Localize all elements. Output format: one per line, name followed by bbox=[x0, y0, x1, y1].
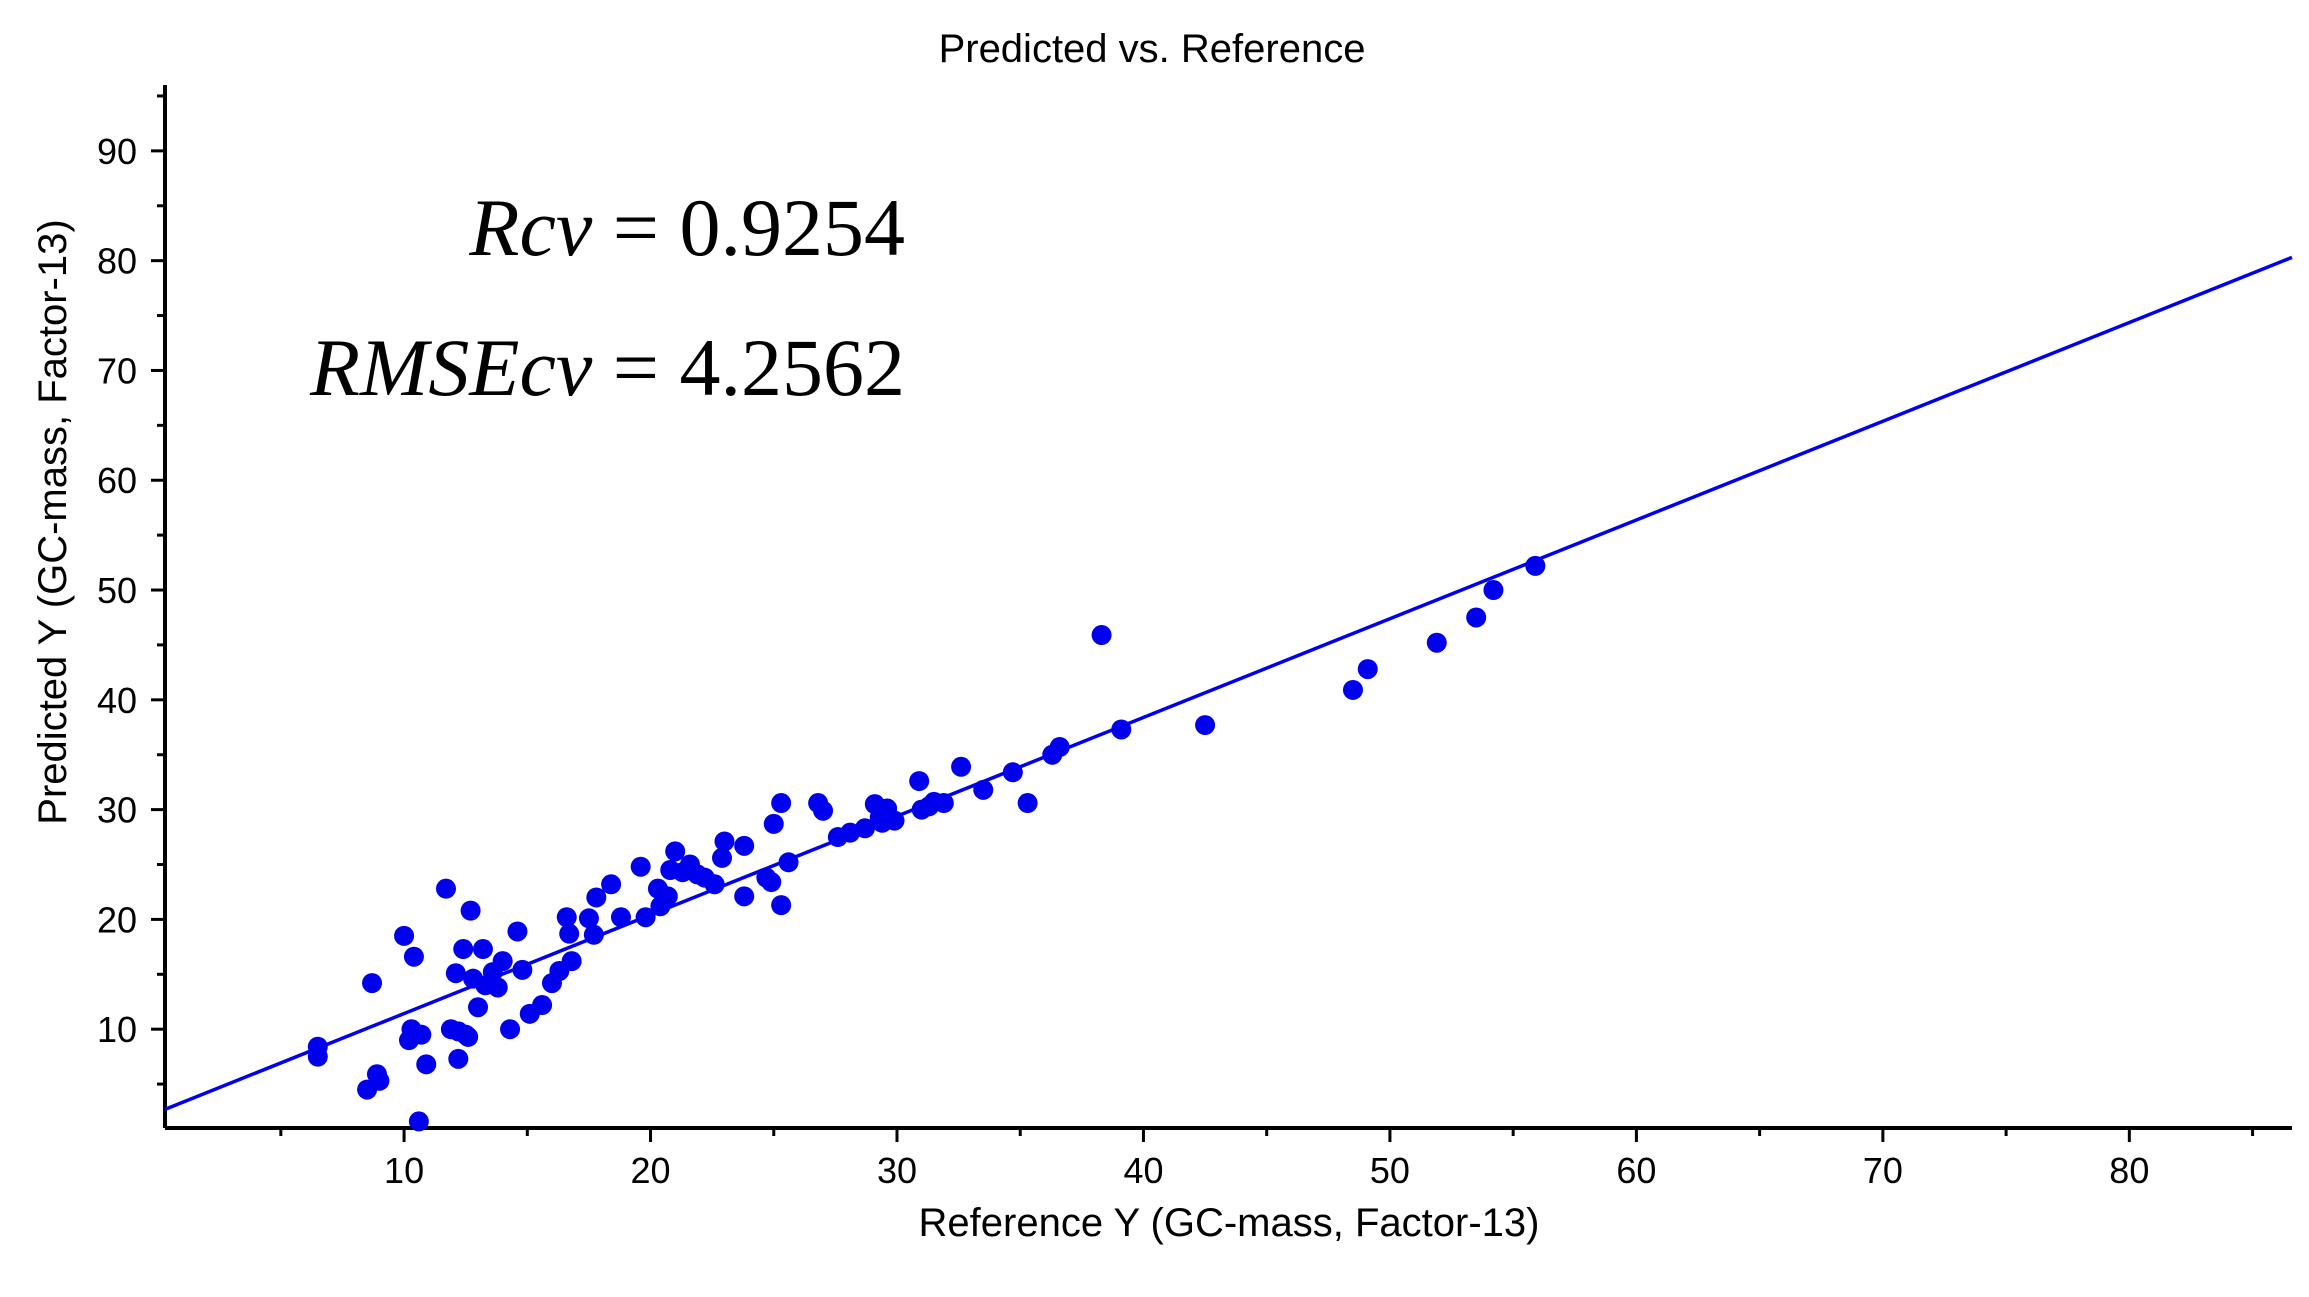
data-point bbox=[854, 818, 875, 839]
data-point bbox=[578, 908, 599, 929]
x-tick-label: 10 bbox=[384, 1150, 424, 1191]
data-point bbox=[1017, 793, 1038, 814]
y-tick-label: 90 bbox=[97, 131, 137, 172]
data-point bbox=[394, 925, 415, 946]
data-point bbox=[458, 1026, 479, 1047]
data-point bbox=[492, 951, 513, 972]
data-point bbox=[635, 907, 656, 928]
data-point bbox=[973, 779, 994, 800]
x-tick-label: 70 bbox=[1863, 1150, 1903, 1191]
data-point bbox=[487, 977, 508, 998]
data-point bbox=[778, 852, 799, 873]
x-tick-label: 20 bbox=[631, 1150, 671, 1191]
data-point bbox=[532, 995, 553, 1016]
data-point bbox=[586, 887, 607, 908]
data-point bbox=[448, 1048, 469, 1069]
data-point bbox=[1357, 659, 1378, 680]
data-point bbox=[408, 1111, 429, 1132]
data-point bbox=[369, 1070, 390, 1091]
data-point bbox=[1091, 625, 1112, 646]
data-point bbox=[1111, 719, 1132, 740]
data-point bbox=[460, 900, 481, 921]
rmsecv-annotation: RMSEcv = 4.2562 bbox=[309, 322, 905, 413]
data-point bbox=[362, 973, 383, 994]
data-point bbox=[665, 841, 686, 862]
x-tick-label: 50 bbox=[1370, 1150, 1410, 1191]
y-tick-label: 40 bbox=[97, 680, 137, 721]
y-tick-label: 60 bbox=[97, 460, 137, 501]
data-point bbox=[435, 878, 456, 899]
data-point bbox=[734, 835, 755, 856]
data-point bbox=[712, 847, 733, 868]
y-tick-label: 20 bbox=[97, 899, 137, 940]
y-tick-label: 50 bbox=[97, 570, 137, 611]
data-point bbox=[403, 946, 424, 967]
data-point bbox=[909, 771, 930, 792]
data-point bbox=[500, 1019, 521, 1040]
data-point bbox=[411, 1024, 432, 1045]
data-point bbox=[951, 756, 972, 777]
data-point bbox=[556, 907, 577, 928]
data-point bbox=[610, 907, 631, 928]
rcv-annotation: Rcv = 0.9254 bbox=[468, 182, 905, 273]
data-point bbox=[559, 923, 580, 944]
data-points bbox=[307, 555, 1546, 1132]
x-tick-label: 30 bbox=[877, 1150, 917, 1191]
data-point bbox=[583, 924, 604, 945]
data-point bbox=[1002, 762, 1023, 783]
data-point bbox=[884, 810, 905, 831]
data-point bbox=[630, 856, 651, 877]
y-tick-label: 10 bbox=[97, 1009, 137, 1050]
y-tick-label: 70 bbox=[97, 350, 137, 391]
data-point bbox=[771, 793, 792, 814]
data-point bbox=[933, 793, 954, 814]
rcv-value: 0.9254 bbox=[680, 182, 906, 273]
data-point bbox=[416, 1054, 437, 1075]
y-axis: 10 20 30 40 50 60 70 80 90 bbox=[97, 85, 167, 1128]
data-point bbox=[657, 886, 678, 907]
data-point bbox=[445, 963, 466, 984]
x-axis: 10 20 30 40 50 60 70 80 bbox=[165, 1126, 2292, 1191]
data-point bbox=[714, 831, 735, 852]
data-point bbox=[561, 951, 582, 972]
data-point bbox=[468, 997, 489, 1018]
chart-title: Predicted vs. Reference bbox=[939, 27, 1366, 71]
data-point bbox=[1195, 715, 1216, 736]
data-point bbox=[1483, 580, 1504, 601]
data-point bbox=[704, 874, 725, 895]
y-axis-label: Predicted Y (GC-mass, Factor-13) bbox=[31, 219, 75, 824]
data-point bbox=[453, 939, 474, 960]
data-point bbox=[813, 800, 834, 821]
data-point bbox=[763, 813, 784, 834]
data-point bbox=[734, 886, 755, 907]
data-point bbox=[1525, 555, 1546, 576]
data-point bbox=[307, 1046, 328, 1067]
x-axis-label: Reference Y (GC-mass, Factor-13) bbox=[919, 1201, 1540, 1245]
data-point bbox=[601, 874, 622, 895]
data-point bbox=[1466, 607, 1487, 628]
y-tick-label: 80 bbox=[97, 241, 137, 282]
y-tick-label: 30 bbox=[97, 790, 137, 831]
x-tick-label: 40 bbox=[1123, 1150, 1163, 1191]
data-point bbox=[1426, 632, 1447, 653]
data-point bbox=[1342, 679, 1363, 700]
data-point bbox=[1049, 737, 1070, 758]
data-point bbox=[761, 872, 782, 893]
x-tick-label: 80 bbox=[2109, 1150, 2149, 1191]
rmsecv-value: 4.2562 bbox=[680, 322, 906, 413]
x-tick-label: 60 bbox=[1616, 1150, 1656, 1191]
data-point bbox=[472, 939, 493, 960]
data-point bbox=[512, 959, 533, 980]
data-point bbox=[771, 895, 792, 916]
data-point bbox=[507, 921, 528, 942]
